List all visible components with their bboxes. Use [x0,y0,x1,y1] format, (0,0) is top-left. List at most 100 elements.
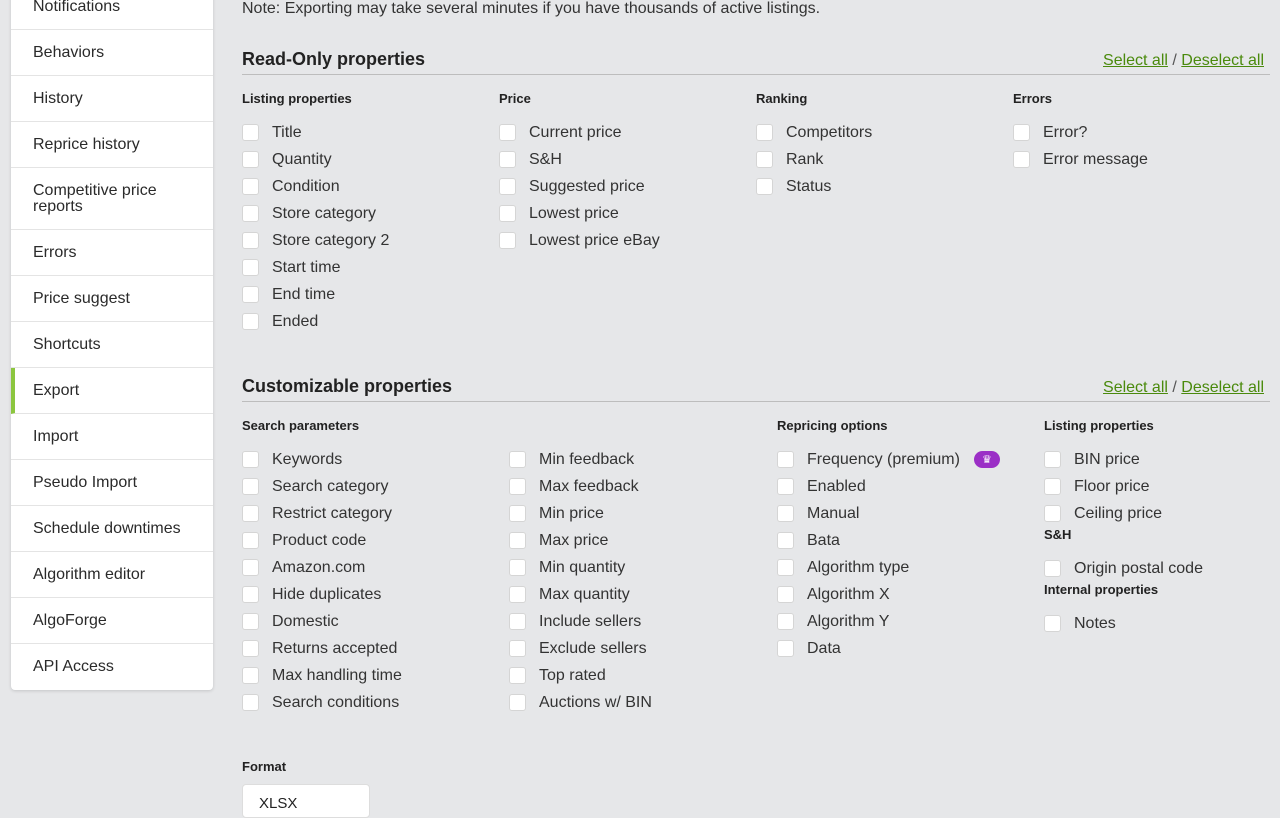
sidebar-item-shortcuts[interactable]: Shortcuts [11,322,213,368]
checkbox[interactable] [1044,505,1061,522]
checkbox[interactable] [242,505,259,522]
checkbox[interactable] [777,586,794,603]
checkbox[interactable] [242,532,259,549]
checkbox-row[interactable]: Lowest price [499,200,660,227]
checkbox[interactable] [499,151,516,168]
sidebar-item-behaviors[interactable]: Behaviors [11,30,213,76]
checkbox[interactable] [509,586,526,603]
checkbox[interactable] [756,178,773,195]
checkbox[interactable] [777,559,794,576]
checkbox[interactable] [499,232,516,249]
sidebar-item-api-access[interactable]: API Access [33,658,114,675]
checkbox[interactable] [1044,615,1061,632]
checkbox[interactable] [242,586,259,603]
checkbox-row[interactable]: Algorithm type [777,554,1000,581]
checkbox[interactable] [242,124,259,141]
checkbox-row[interactable]: Ended [242,308,389,335]
sidebar-item-history[interactable]: History [11,76,213,122]
checkbox-row[interactable]: Error? [1013,119,1148,146]
checkbox-row[interactable]: Returns accepted [242,635,402,662]
checkbox[interactable] [777,532,794,549]
checkbox-row[interactable]: Frequency (premium) ♛ [777,446,1000,473]
sidebar-item-reprice-history[interactable]: Reprice history [11,122,213,168]
checkbox[interactable] [242,613,259,630]
checkbox-row[interactable]: Min price [509,500,652,527]
checkbox[interactable] [509,478,526,495]
checkbox[interactable] [242,640,259,657]
checkbox[interactable] [1044,560,1061,577]
checkbox[interactable] [242,559,259,576]
checkbox[interactable] [777,478,794,495]
checkbox-row[interactable]: Manual [777,500,1000,527]
checkbox-row[interactable]: Store category 2 [242,227,389,254]
checkbox[interactable] [509,559,526,576]
checkbox[interactable] [756,124,773,141]
checkbox[interactable] [777,640,794,657]
checkbox-row[interactable]: Rank [756,146,872,173]
sidebar-item-algorithm-editor[interactable]: Algorithm editor [11,552,213,598]
checkbox[interactable] [777,451,794,468]
checkbox[interactable] [242,313,259,330]
checkbox-row[interactable]: Keywords [242,446,402,473]
checkbox-row[interactable]: Origin postal code [1044,555,1203,582]
checkbox-row[interactable]: Current price [499,119,660,146]
checkbox[interactable] [509,451,526,468]
checkbox[interactable] [242,694,259,711]
sidebar-item-errors[interactable]: Errors [11,230,213,276]
checkbox-row[interactable]: Title [242,119,389,146]
checkbox-row[interactable]: Search category [242,473,402,500]
checkbox[interactable] [1013,124,1030,141]
checkbox-row[interactable]: Min quantity [509,554,652,581]
readonly-select-all[interactable]: Select all [1103,52,1168,69]
custom-select-all[interactable]: Select all [1103,379,1168,396]
sidebar-item-notifications[interactable]: Notifications [11,0,213,30]
checkbox-row[interactable]: Amazon.com [242,554,402,581]
checkbox-row[interactable]: Hide duplicates [242,581,402,608]
sidebar-item-import[interactable]: Import [11,414,213,460]
checkbox-row[interactable]: Algorithm X [777,581,1000,608]
checkbox-row[interactable]: Max feedback [509,473,652,500]
checkbox-row[interactable]: Start time [242,254,389,281]
format-select[interactable]: XLSX [242,784,370,818]
checkbox[interactable] [499,178,516,195]
checkbox[interactable] [242,259,259,276]
checkbox[interactable] [756,151,773,168]
checkbox-row[interactable]: Store category [242,200,389,227]
checkbox-row[interactable]: End time [242,281,389,308]
checkbox[interactable] [242,205,259,222]
checkbox-row[interactable]: Search conditions [242,689,402,716]
checkbox[interactable] [777,505,794,522]
checkbox[interactable] [242,667,259,684]
checkbox[interactable] [509,640,526,657]
checkbox-row[interactable]: Error message [1013,146,1148,173]
checkbox[interactable] [509,694,526,711]
sidebar-item-export[interactable]: Export [11,368,213,414]
checkbox-row[interactable]: Algorithm Y [777,608,1000,635]
checkbox-row[interactable]: Suggested price [499,173,660,200]
checkbox-row[interactable]: Lowest price eBay [499,227,660,254]
checkbox-row[interactable]: Condition [242,173,389,200]
checkbox[interactable] [242,151,259,168]
checkbox-row[interactable]: Max handling time [242,662,402,689]
checkbox[interactable] [242,478,259,495]
sidebar-item-pseudo-import[interactable]: Pseudo Import [11,460,213,506]
custom-deselect-all[interactable]: Deselect all [1181,379,1264,396]
checkbox[interactable] [499,124,516,141]
checkbox[interactable] [242,178,259,195]
checkbox[interactable] [242,286,259,303]
checkbox[interactable] [777,613,794,630]
checkbox[interactable] [1044,451,1061,468]
sidebar-item-algoforge[interactable]: AlgoForge [11,598,213,644]
checkbox[interactable] [509,505,526,522]
sidebar-item-competitive-price-reports[interactable]: Competitive price reports [11,168,213,230]
checkbox-row[interactable]: Exclude sellers [509,635,652,662]
readonly-deselect-all[interactable]: Deselect all [1181,52,1264,69]
checkbox-row[interactable]: Notes [1044,610,1158,637]
sidebar-item-price-suggest[interactable]: Price suggest [11,276,213,322]
checkbox-row[interactable]: Bata [777,527,1000,554]
checkbox-row[interactable]: Max quantity [509,581,652,608]
checkbox-row[interactable]: Top rated [509,662,652,689]
checkbox[interactable] [1013,151,1030,168]
checkbox-row[interactable]: Include sellers [509,608,652,635]
checkbox-row[interactable]: Ceiling price [1044,500,1162,527]
